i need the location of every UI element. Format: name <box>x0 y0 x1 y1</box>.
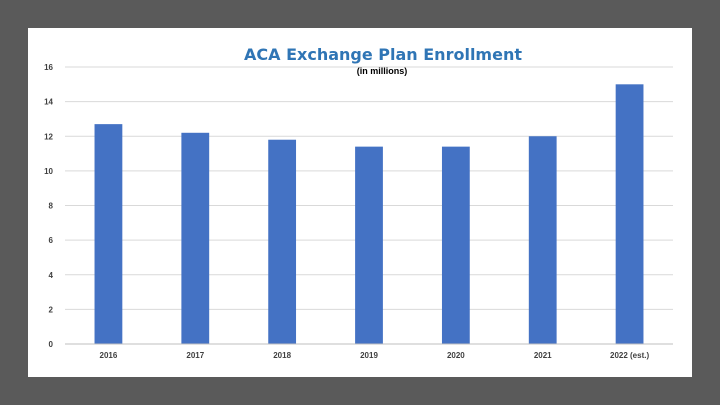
bar-series <box>94 84 644 344</box>
y-tick-label: 8 <box>49 202 54 211</box>
chart-canvas: 0 2 4 6 8 10 12 14 16 2016 2017 2018 2019 2020 2021 202… <box>44 45 673 360</box>
y-tick-label: 0 <box>49 340 54 349</box>
y-tick-label: 2 <box>49 305 54 314</box>
bar-2021 <box>528 136 557 344</box>
bar-2018 <box>268 139 297 344</box>
x-tick-label: 2020 <box>447 351 465 360</box>
bar-2016 <box>94 124 123 344</box>
bar-2020 <box>441 146 470 344</box>
bar-2022-est <box>615 84 644 344</box>
y-tick-label: 16 <box>44 63 53 72</box>
x-tick-label: 2018 <box>273 351 291 360</box>
x-tick-label: 2017 <box>186 351 204 360</box>
x-tick-label: 2022 (est.) <box>610 351 649 360</box>
x-tick-label: 2021 <box>534 351 552 360</box>
chart-panel: 0 2 4 6 8 10 12 14 16 2016 2017 2018 2019 2020 2021 202… <box>28 28 692 377</box>
axes: 0 2 4 6 8 10 12 14 16 2016 2017 2018 2019 2020 2021 202… <box>44 63 673 360</box>
bar-2017 <box>181 132 210 344</box>
x-tick-label: 2016 <box>100 351 118 360</box>
bar-2019 <box>355 146 383 344</box>
y-tick-label: 6 <box>49 236 54 245</box>
chart-title: ACA Exchange Plan Enrollment <box>244 45 522 64</box>
x-tick-label: 2019 <box>360 351 378 360</box>
y-tick-label: 14 <box>44 98 53 107</box>
y-tick-label: 10 <box>44 167 53 176</box>
y-tick-label: 4 <box>49 271 54 280</box>
y-tick-label: 12 <box>44 132 53 141</box>
chart-subtitle: (in millions) <box>357 66 408 76</box>
